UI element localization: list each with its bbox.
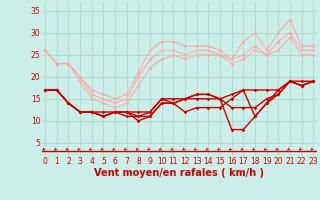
X-axis label: Vent moyen/en rafales ( km/h ): Vent moyen/en rafales ( km/h ) bbox=[94, 168, 264, 178]
